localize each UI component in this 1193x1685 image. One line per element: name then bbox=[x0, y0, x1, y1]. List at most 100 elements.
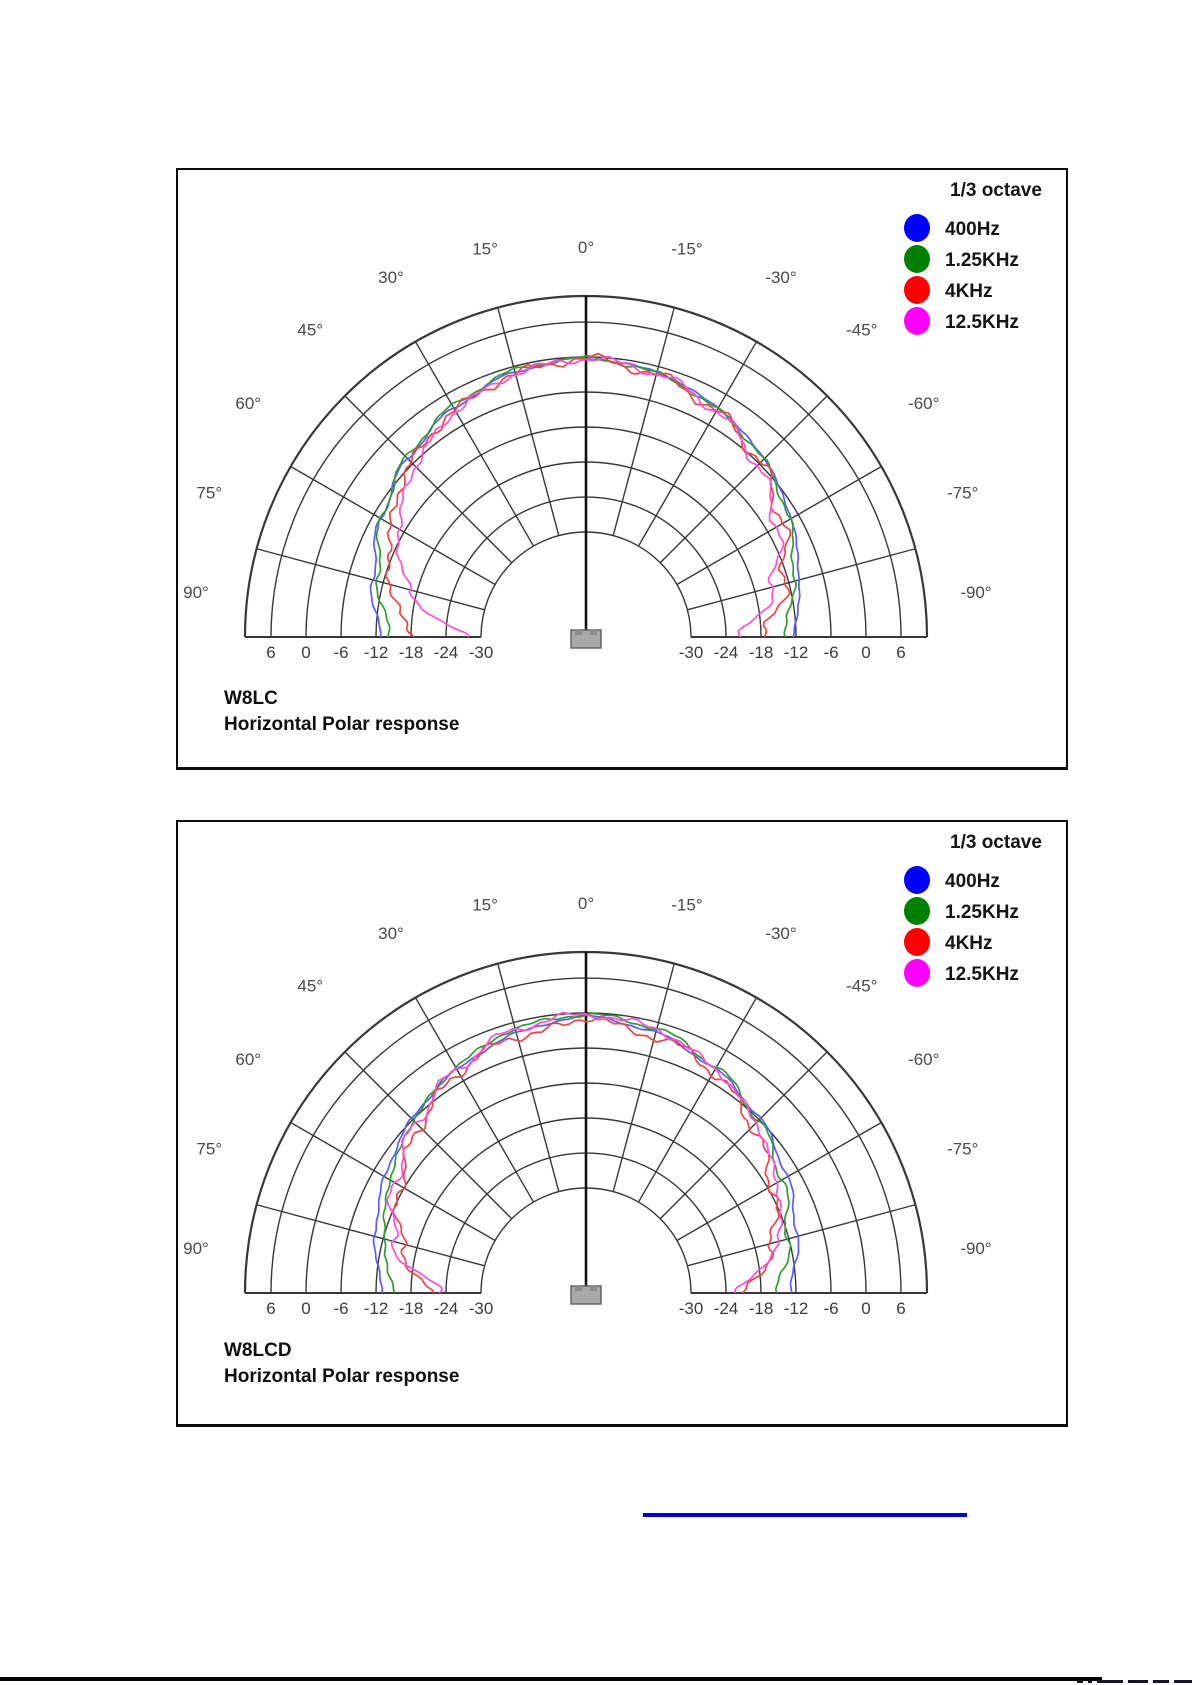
legend: 1/3 octave 400Hz 1.25KHz 4KHz 12.5KHz bbox=[904, 832, 1042, 987]
angle-tick-label: -75° bbox=[947, 1140, 978, 1159]
clipped-text-fragment bbox=[1153, 1680, 1169, 1683]
chart-subtitle: Horizontal Polar response bbox=[224, 1366, 460, 1387]
db-tick-label: -30 bbox=[469, 1299, 494, 1318]
legend: 1/3 octave 400Hz 1.25KHz 4KHz 12.5KHz bbox=[904, 180, 1042, 335]
polar-chart-panel-w8lcd: 6 0 -6 -12 -18 -24 -30 -30 -24 -18 -12 -6 0 6 90° 75° 60… bbox=[176, 820, 1068, 1427]
legend-label-1-25khz: 1.25KHz bbox=[945, 902, 1019, 923]
db-tick-label: 6 bbox=[266, 1299, 275, 1318]
angle-tick-label: -30° bbox=[765, 924, 796, 943]
legend-title: 1/3 octave bbox=[950, 832, 1042, 853]
clipped-text-fragment bbox=[1097, 1680, 1123, 1683]
legend-dot-1-25khz bbox=[904, 897, 930, 925]
polar-chart-panel-w8lc: 6 0 -6 -12 -18 -24 -30 -30 -24 -18 -12 -6 0 6 90° 75° 60… bbox=[176, 168, 1068, 770]
legend-label-400hz: 400Hz bbox=[945, 871, 1000, 892]
angle-tick-label: -45° bbox=[846, 320, 877, 339]
angle-tick-label: 45° bbox=[297, 976, 323, 995]
angle-tick-label: 90° bbox=[183, 1239, 209, 1258]
legend-label-12-5khz: 12.5KHz bbox=[945, 312, 1019, 333]
chart-title: W8LC bbox=[224, 688, 278, 709]
angle-tick-label: -90° bbox=[960, 583, 991, 602]
clipped-footer-text bbox=[1077, 1680, 1192, 1684]
db-tick-label: 0 bbox=[861, 1299, 870, 1318]
db-tick-label: -30 bbox=[469, 643, 494, 662]
clipped-text-fragment bbox=[1128, 1680, 1148, 1683]
polar-curve-12.5khz bbox=[386, 1011, 783, 1294]
polar-curve-1.25khz bbox=[375, 355, 797, 638]
polar-grid: 6 0 -6 -12 -18 -24 -30 -30 -24 -18 -12 -6 0 6 90° 75° 60… bbox=[183, 238, 992, 662]
legend-dot-4khz bbox=[904, 276, 930, 304]
legend-dot-400hz bbox=[904, 214, 930, 242]
hyperlink-underline[interactable] bbox=[643, 1513, 967, 1517]
polar-curve-12.5khz bbox=[395, 355, 785, 638]
db-tick-label: -12 bbox=[364, 643, 389, 662]
clipped-text-fragment bbox=[1077, 1680, 1083, 1683]
db-tick-label: 6 bbox=[896, 1299, 905, 1318]
db-tick-label: -24 bbox=[434, 643, 459, 662]
db-tick-label: -12 bbox=[364, 1299, 389, 1318]
db-tick-label: 0 bbox=[301, 643, 310, 662]
db-tick-label: -12 bbox=[784, 1299, 809, 1318]
db-tick-label: -30 bbox=[679, 643, 704, 662]
db-tick-label: -6 bbox=[333, 643, 348, 662]
angle-tick-label: 0° bbox=[578, 238, 594, 257]
angle-tick-label: 60° bbox=[235, 394, 261, 413]
polar-curves bbox=[372, 1011, 800, 1294]
polar-curve-1.25khz bbox=[382, 1012, 792, 1294]
angle-tick-label: -60° bbox=[908, 394, 939, 413]
angle-tick-label: -60° bbox=[908, 1050, 939, 1069]
db-tick-label: -30 bbox=[679, 1299, 704, 1318]
angle-tick-label: 75° bbox=[196, 1140, 222, 1159]
polar-grid: 6 0 -6 -12 -18 -24 -30 -30 -24 -18 -12 -6 0 6 90° 75° 60… bbox=[183, 894, 992, 1318]
angle-tick-label: 15° bbox=[472, 240, 498, 259]
db-tick-label: -6 bbox=[823, 1299, 838, 1318]
db-tick-label: 0 bbox=[861, 643, 870, 662]
db-tick-label: 6 bbox=[896, 643, 905, 662]
angle-tick-label: 90° bbox=[183, 583, 209, 602]
angle-tick-label: -90° bbox=[960, 1239, 991, 1258]
legend-label-400hz: 400Hz bbox=[945, 219, 1000, 240]
legend-label-1-25khz: 1.25KHz bbox=[945, 250, 1019, 271]
footer-divider-line bbox=[0, 1677, 1102, 1681]
db-tick-label: -18 bbox=[749, 1299, 774, 1318]
angle-tick-label: 0° bbox=[578, 894, 594, 913]
db-tick-label: -6 bbox=[823, 643, 838, 662]
legend-title: 1/3 octave bbox=[950, 180, 1042, 201]
db-tick-label: -12 bbox=[784, 643, 809, 662]
angle-tick-label: -15° bbox=[671, 240, 702, 259]
legend-dot-1-25khz bbox=[904, 245, 930, 273]
angle-tick-label: 60° bbox=[235, 1050, 261, 1069]
clipped-text-fragment bbox=[1174, 1680, 1192, 1683]
db-tick-label: -18 bbox=[749, 643, 774, 662]
angle-tick-label: -45° bbox=[846, 976, 877, 995]
angle-tick-label: -15° bbox=[671, 896, 702, 915]
db-tick-label: -18 bbox=[399, 643, 424, 662]
legend-dot-12-5khz bbox=[904, 959, 930, 987]
db-tick-label: -24 bbox=[434, 1299, 459, 1318]
db-tick-label: -6 bbox=[333, 1299, 348, 1318]
legend-label-4khz: 4KHz bbox=[945, 281, 993, 302]
angle-tick-label: 15° bbox=[472, 896, 498, 915]
angle-tick-label: 45° bbox=[297, 320, 323, 339]
angle-tick-label: 30° bbox=[378, 268, 404, 287]
legend-dot-4khz bbox=[904, 928, 930, 956]
angle-tick-label: 30° bbox=[378, 924, 404, 943]
legend-label-12-5khz: 12.5KHz bbox=[945, 964, 1019, 985]
db-tick-label: 6 bbox=[266, 643, 275, 662]
db-tick-label: -24 bbox=[714, 643, 739, 662]
polar-plot-w8lcd: 6 0 -6 -12 -18 -24 -30 -30 -24 -18 -12 -6 0 6 90° 75° 60… bbox=[183, 832, 1042, 1318]
db-tick-label: 0 bbox=[301, 1299, 310, 1318]
angle-tick-label: 75° bbox=[196, 484, 222, 503]
db-tick-label: -18 bbox=[399, 1299, 424, 1318]
polar-plot-w8lc: 6 0 -6 -12 -18 -24 -30 -30 -24 -18 -12 -6 0 6 90° 75° 60… bbox=[183, 180, 1042, 662]
db-tick-label: -24 bbox=[714, 1299, 739, 1318]
chart-title: W8LCD bbox=[224, 1340, 292, 1361]
polar-curve-4khz bbox=[391, 1016, 780, 1294]
legend-dot-12-5khz bbox=[904, 307, 930, 335]
chart-subtitle: Horizontal Polar response bbox=[224, 714, 460, 735]
polar-curves bbox=[369, 352, 801, 638]
legend-dot-400hz bbox=[904, 866, 930, 894]
legend-label-4khz: 4KHz bbox=[945, 933, 993, 954]
angle-tick-label: -75° bbox=[947, 484, 978, 503]
clipped-text-fragment bbox=[1088, 1680, 1092, 1683]
